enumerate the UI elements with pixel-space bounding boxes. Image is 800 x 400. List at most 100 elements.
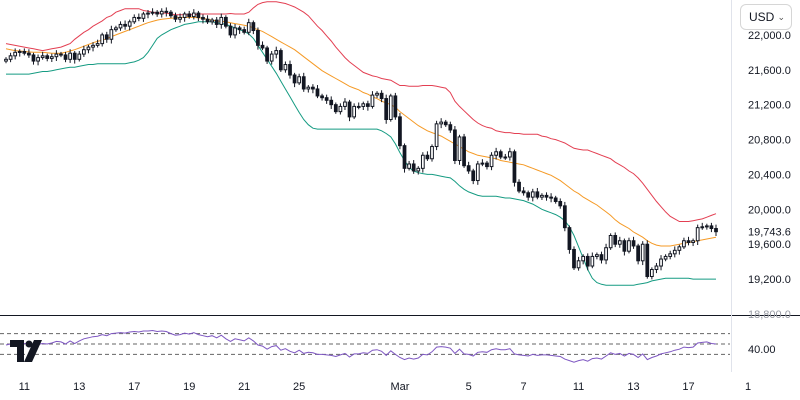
x-tick-label: 7 (521, 381, 527, 393)
candle (430, 144, 434, 162)
candle-body (315, 88, 320, 97)
candle-body (77, 53, 82, 60)
candle-body (572, 248, 576, 269)
candle (517, 179, 521, 194)
candle (178, 13, 182, 23)
candle-body (617, 240, 622, 245)
candle-body (691, 240, 695, 243)
candle-body (311, 86, 315, 90)
candle (223, 15, 228, 29)
candle (260, 41, 265, 51)
candle (141, 11, 146, 22)
candle (54, 50, 59, 61)
candle-body (700, 226, 705, 229)
candle (613, 232, 618, 248)
candle (704, 223, 709, 230)
candle-body (521, 190, 526, 194)
candle-body (320, 95, 324, 99)
candle (540, 193, 544, 201)
candle (210, 17, 215, 25)
candle-body (104, 34, 109, 40)
candle (535, 187, 540, 200)
candle-body (485, 162, 489, 168)
y-tick-label: 19,600.0 (748, 239, 791, 251)
candle (127, 19, 132, 31)
candle-body (503, 156, 508, 159)
candle-body (136, 16, 141, 19)
candle-body (530, 191, 535, 198)
candle (288, 60, 292, 79)
candle (407, 160, 411, 171)
currency-selector[interactable]: USD ⌄ (740, 4, 792, 30)
candle (8, 52, 13, 63)
y-tick-label: 22,000.0 (748, 30, 791, 42)
candle (393, 92, 398, 120)
candle-body (425, 154, 430, 160)
candle-body (567, 227, 572, 250)
candle-body (36, 57, 40, 62)
candle (283, 61, 288, 73)
candle (494, 147, 499, 160)
candle-body (265, 47, 269, 62)
candle (68, 49, 73, 63)
candle (640, 241, 645, 266)
candle-body (370, 94, 375, 107)
candle (677, 244, 682, 255)
candle (292, 72, 297, 88)
candle (311, 84, 315, 94)
candle (425, 151, 430, 161)
candle-body (668, 253, 673, 257)
candle (695, 224, 700, 246)
candle (480, 159, 485, 167)
candle-body (155, 11, 160, 15)
candle-body (269, 53, 274, 62)
candle (645, 240, 650, 279)
candle-body (63, 54, 68, 60)
candle (136, 13, 141, 22)
candle (659, 255, 663, 271)
candle-body (191, 12, 196, 18)
candle-body (123, 23, 127, 27)
candle-body (210, 19, 215, 23)
candle (123, 20, 127, 30)
candle-body (466, 165, 471, 172)
candle-body (540, 194, 544, 198)
candle (649, 267, 654, 280)
candle (448, 121, 453, 133)
currency-label: USD (749, 10, 775, 24)
candle (668, 250, 673, 260)
candle (150, 8, 155, 16)
candle (274, 46, 279, 59)
x-tick-label: 17 (128, 381, 140, 393)
x-tick-label: 11 (19, 381, 30, 393)
candle-body (59, 53, 63, 56)
candle-body (640, 243, 645, 262)
candle (466, 161, 471, 174)
candle-body (219, 16, 224, 25)
candle (59, 51, 63, 58)
candle-body (22, 50, 27, 54)
candle-body (434, 123, 439, 148)
candle (379, 90, 384, 103)
candle-body (49, 56, 54, 59)
candle (590, 252, 595, 269)
candle (27, 49, 31, 58)
candle (22, 48, 27, 56)
candle-body (31, 54, 36, 62)
candle (485, 160, 489, 170)
candle (246, 18, 251, 36)
candle (17, 49, 22, 57)
rsi-tick-label: 40.00 (748, 344, 776, 356)
candle-body (13, 51, 18, 57)
candle (631, 236, 636, 249)
candle (352, 103, 357, 120)
candle-body (278, 50, 283, 71)
candle-body (68, 52, 73, 60)
candle (159, 8, 164, 18)
candle-body (649, 269, 654, 277)
x-tick-label: 5 (466, 381, 472, 393)
candle-body (141, 13, 146, 19)
candle-body (274, 50, 279, 55)
candle (324, 94, 329, 104)
